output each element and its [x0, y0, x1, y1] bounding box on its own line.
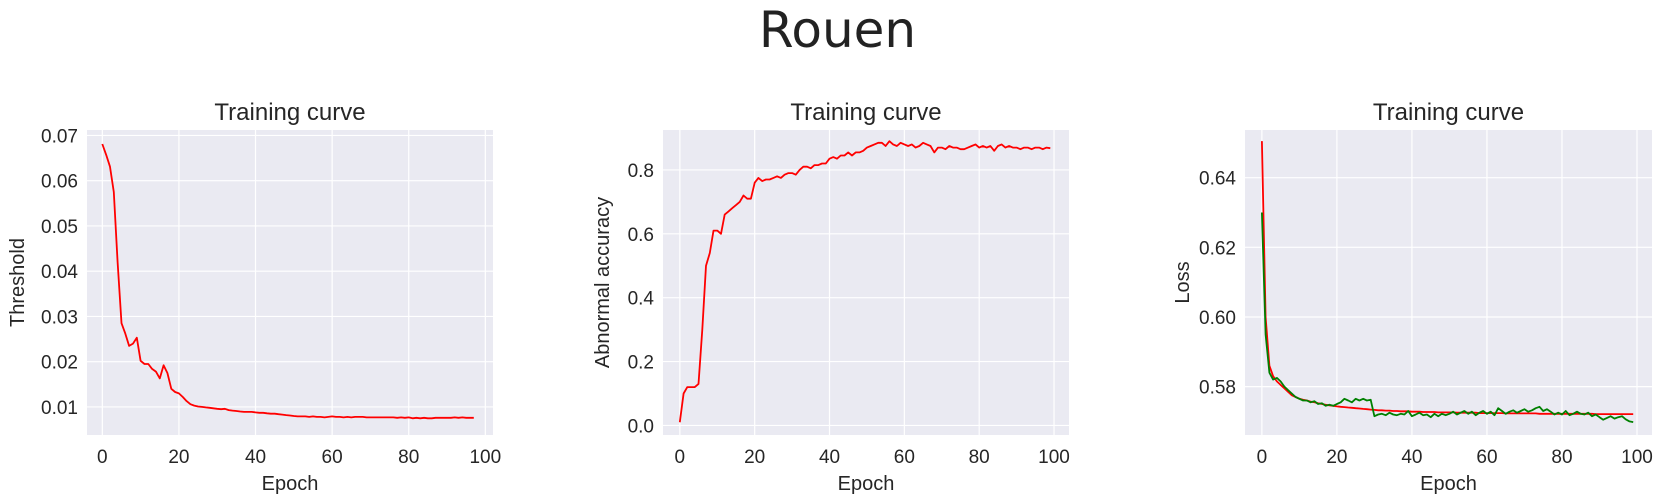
threshold-y-tick-label: 0.06: [41, 172, 78, 193]
loss-x-tick-label: 80: [1551, 447, 1572, 468]
accuracy-y-tick-label: 0.0: [628, 416, 654, 437]
loss-x-tick-label: 100: [1621, 447, 1653, 468]
loss-x-tick-label: 60: [1476, 447, 1497, 468]
threshold-y-tick-label: 0.07: [41, 126, 78, 147]
accuracy-chart-title: Training curve: [790, 99, 941, 126]
loss-plot-area: [1245, 130, 1652, 435]
accuracy-x-tick-label: 80: [969, 447, 990, 468]
threshold-x-tick-label: 60: [322, 447, 343, 468]
accuracy-x-tick-label: 0: [675, 447, 686, 468]
accuracy-y-tick-label: 0.6: [628, 225, 654, 246]
threshold-y-tick-label: 0.05: [41, 217, 78, 238]
threshold-x-tick-label: 80: [398, 447, 419, 468]
loss-y-tick-label: 0.64: [1199, 169, 1236, 190]
threshold-y-tick-label: 0.02: [41, 353, 78, 374]
threshold-y-tick-label: 0.01: [41, 398, 78, 419]
loss-x-tick-label: 20: [1326, 447, 1347, 468]
figure-suptitle: Rouen: [758, 1, 917, 59]
threshold-x-tick-label: 100: [469, 447, 501, 468]
accuracy-y-tick-label: 0.4: [628, 289, 655, 310]
accuracy-x-axis-label: Epoch: [838, 473, 895, 495]
loss-panel: 0 20 40 60 80 100 0.58 0.60 0.62 0.64 Training cur…: [1172, 99, 1653, 495]
accuracy-y-axis-label: Abnormal accuracy: [592, 197, 614, 368]
threshold-x-tick-label: 40: [245, 447, 266, 468]
accuracy-x-tick-label: 20: [744, 447, 765, 468]
accuracy-panel: 0 20 40 60 80 100 0.0 0.2 0.4 0.6 0.8 Training curv…: [592, 99, 1070, 495]
threshold-y-axis-label: Threshold: [7, 238, 29, 327]
threshold-y-tick-label: 0.04: [41, 262, 78, 283]
loss-y-axis-label: Loss: [1172, 261, 1194, 303]
threshold-chart-title: Training curve: [214, 99, 365, 126]
loss-chart-title: Training curve: [1373, 99, 1524, 126]
loss-x-tick-label: 40: [1401, 447, 1422, 468]
threshold-series-line-0: [101, 143, 474, 420]
threshold-panel: 0 20 40 60 80 100 0.01 0.02 0.03 0.04 0.05 0.06 0.07…: [7, 99, 501, 495]
accuracy-y-tick-label: 0.2: [628, 353, 654, 374]
threshold-x-tick-label: 20: [168, 447, 189, 468]
accuracy-x-tick-label: 100: [1038, 447, 1070, 468]
accuracy-x-tick-label: 40: [819, 447, 840, 468]
loss-y-tick-label: 0.60: [1199, 308, 1236, 329]
accuracy-plot-area: [663, 130, 1069, 435]
threshold-x-tick-label: 0: [97, 447, 108, 468]
accuracy-y-tick-label: 0.8: [628, 161, 654, 182]
accuracy-x-tick-label: 60: [894, 447, 915, 468]
loss-series-line-1: [1261, 212, 1634, 423]
loss-y-tick-label: 0.58: [1199, 378, 1236, 399]
loss-x-axis-label: Epoch: [1420, 473, 1477, 495]
accuracy-series-line-0: [678, 140, 1051, 423]
threshold-x-axis-label: Epoch: [262, 473, 319, 495]
threshold-y-tick-label: 0.03: [41, 307, 78, 328]
threshold-plot-area: [87, 130, 493, 435]
loss-x-tick-label: 0: [1257, 447, 1268, 468]
loss-y-tick-label: 0.62: [1199, 238, 1236, 259]
